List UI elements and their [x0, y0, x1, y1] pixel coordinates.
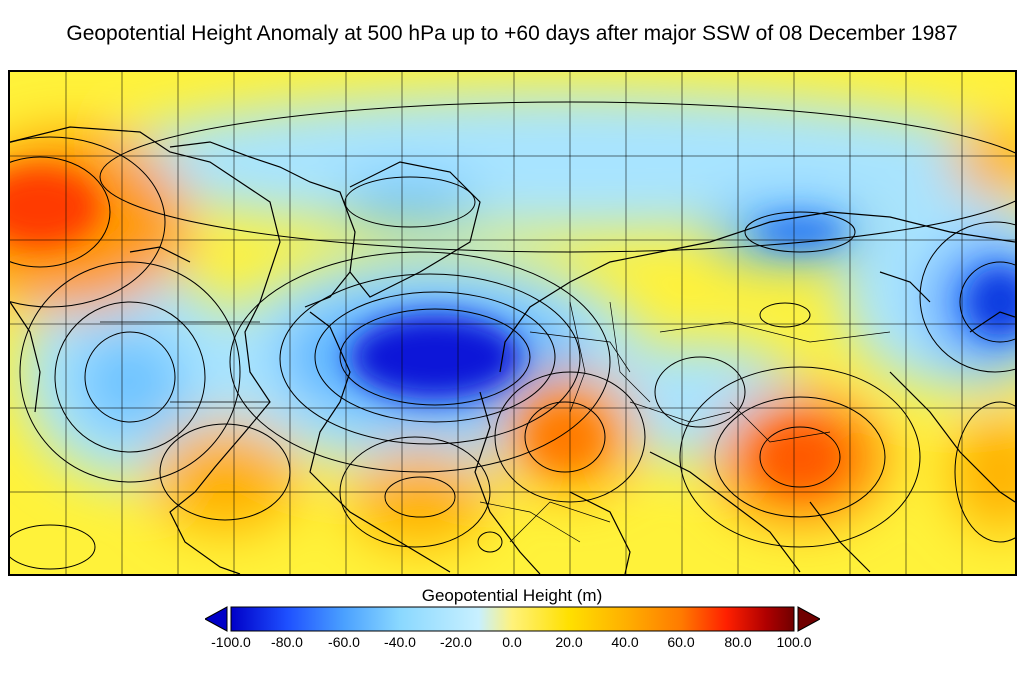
colorbar-tick: 100.0 — [776, 634, 812, 650]
colorbar-label: Geopotential Height (m) — [421, 586, 603, 605]
anomaly-map[interactable] — [8, 70, 1017, 576]
colorbar-graphic — [203, 606, 822, 632]
wpacific-core — [968, 268, 1015, 336]
anomaly-cores — [10, 167, 1015, 489]
colorbar-tick: -20.0 — [440, 634, 472, 650]
atlantic-core — [350, 315, 520, 399]
alaska-core — [10, 167, 100, 247]
contours — [10, 101, 1015, 570]
colorbar-gradient — [230, 606, 795, 632]
greenland-negative-mid — [340, 177, 480, 227]
colorbar-tick: 80.0 — [724, 634, 752, 650]
colorbar-min-extend — [203, 606, 228, 632]
anomaly-field — [10, 92, 1015, 547]
pacific-negative-mid — [75, 332, 185, 432]
colorbar — [203, 606, 822, 632]
chart-title: Geopotential Height Anomaly at 500 hPa u… — [66, 22, 958, 45]
colorbar-tick: 40.0 — [611, 634, 639, 650]
colorbar-tick: 0.0 — [502, 634, 522, 650]
colorbar-tick: -60.0 — [328, 634, 360, 650]
seusa-positive — [150, 422, 300, 532]
colorbar-tick: -80.0 — [271, 634, 303, 650]
colorbar-tick: 20.0 — [555, 634, 583, 650]
colorbar-tick: 60.0 — [667, 634, 695, 650]
colorbar-tick: -40.0 — [384, 634, 416, 650]
borders — [100, 301, 891, 543]
colorbar-tick: -100.0 — [211, 634, 251, 650]
south-asia-core — [760, 425, 840, 489]
graticule — [10, 72, 1015, 574]
subtropical-atlantic-positive — [350, 447, 490, 547]
map-canvas — [10, 72, 1015, 574]
east-asia-positive — [950, 412, 1015, 532]
colorbar-max-extend — [797, 606, 822, 632]
siberia-core — [755, 216, 845, 248]
arctic-negative-band — [100, 92, 1015, 232]
far-east-positive — [950, 127, 1015, 197]
mediterranean-core — [530, 407, 600, 467]
coastlines — [10, 126, 1015, 574]
